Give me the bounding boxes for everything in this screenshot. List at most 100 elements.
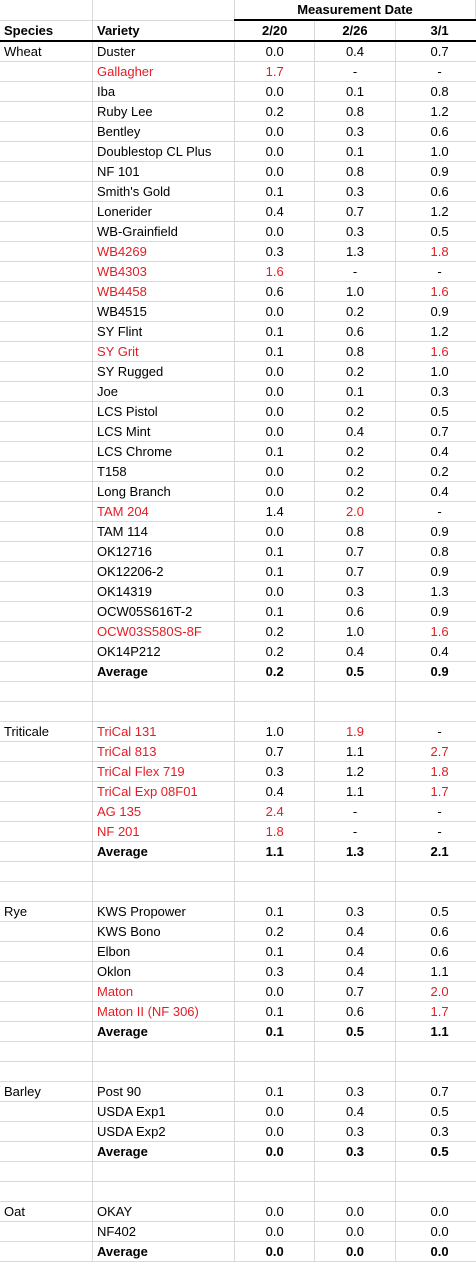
value-cell[interactable]: 0.0 — [234, 41, 316, 62]
empty-cell[interactable] — [92, 1041, 235, 1062]
empty-cell[interactable] — [92, 1061, 235, 1082]
value-cell[interactable]: 0.0 — [234, 481, 316, 502]
empty-cell[interactable] — [0, 461, 93, 482]
value-cell[interactable]: 2.7 — [395, 741, 476, 762]
value-cell[interactable]: 0.0 — [234, 461, 316, 482]
empty-cell[interactable] — [314, 1041, 396, 1062]
value-cell[interactable]: 0.0 — [234, 141, 316, 162]
empty-cell[interactable] — [0, 981, 93, 1002]
value-cell[interactable]: 1.0 — [314, 621, 396, 642]
empty-cell[interactable] — [0, 121, 93, 142]
value-cell[interactable]: 0.2 — [314, 441, 396, 462]
value-cell[interactable]: 0.6 — [395, 121, 476, 142]
value-cell[interactable]: 1.0 — [395, 361, 476, 382]
empty-cell[interactable] — [0, 921, 93, 942]
value-cell[interactable]: - — [314, 61, 396, 82]
variety-cell[interactable]: TriCal 131 — [92, 721, 235, 742]
variety-cell[interactable]: OK12716 — [92, 541, 235, 562]
value-cell[interactable]: 1.2 — [395, 101, 476, 122]
empty-cell[interactable] — [0, 861, 93, 882]
value-cell[interactable]: - — [395, 501, 476, 522]
empty-cell[interactable] — [0, 321, 93, 342]
empty-cell[interactable] — [0, 1241, 93, 1262]
value-cell[interactable]: 0.1 — [314, 141, 396, 162]
value-cell[interactable]: 1.8 — [234, 821, 316, 842]
value-cell[interactable]: 0.5 — [395, 401, 476, 422]
value-cell[interactable]: 0.0 — [234, 1221, 316, 1242]
empty-cell[interactable] — [0, 141, 93, 162]
value-cell[interactable]: 0.4 — [395, 641, 476, 662]
average-value[interactable]: 0.1 — [234, 1021, 316, 1042]
empty-cell[interactable] — [314, 681, 396, 702]
value-cell[interactable]: 0.7 — [314, 561, 396, 582]
value-cell[interactable]: 0.9 — [395, 521, 476, 542]
empty-cell[interactable] — [0, 641, 93, 662]
value-cell[interactable]: 1.3 — [314, 241, 396, 262]
value-cell[interactable]: 0.3 — [234, 761, 316, 782]
value-cell[interactable]: 0.1 — [234, 561, 316, 582]
value-cell[interactable]: 0.7 — [234, 741, 316, 762]
variety-cell[interactable]: Ruby Lee — [92, 101, 235, 122]
value-cell[interactable]: 0.0 — [234, 981, 316, 1002]
value-cell[interactable]: 0.7 — [314, 201, 396, 222]
value-cell[interactable]: 1.0 — [314, 281, 396, 302]
average-value[interactable]: 0.5 — [314, 1021, 396, 1042]
variety-cell[interactable]: WB4269 — [92, 241, 235, 262]
header-blank-cell[interactable] — [0, 0, 93, 21]
value-cell[interactable]: 0.7 — [314, 541, 396, 562]
average-value[interactable]: 1.3 — [314, 841, 396, 862]
value-cell[interactable]: 1.1 — [314, 741, 396, 762]
value-cell[interactable]: 0.5 — [395, 221, 476, 242]
empty-cell[interactable] — [0, 421, 93, 442]
empty-cell[interactable] — [0, 601, 93, 622]
variety-cell[interactable]: TriCal Exp 08F01 — [92, 781, 235, 802]
date-column-header[interactable]: 2/20 — [234, 20, 316, 42]
average-value[interactable]: 0.9 — [395, 661, 476, 682]
empty-cell[interactable] — [0, 701, 93, 722]
variety-cell[interactable]: Joe — [92, 381, 235, 402]
variety-cell[interactable]: Smith's Gold — [92, 181, 235, 202]
average-value[interactable]: 0.0 — [395, 1241, 476, 1262]
species-cell[interactable]: Oat — [0, 1201, 93, 1222]
empty-cell[interactable] — [314, 1181, 396, 1202]
species-cell[interactable]: Triticale — [0, 721, 93, 742]
empty-cell[interactable] — [0, 1221, 93, 1242]
empty-cell[interactable] — [234, 1181, 316, 1202]
value-cell[interactable]: - — [395, 61, 476, 82]
variety-cell[interactable]: Maton II (NF 306) — [92, 1001, 235, 1022]
value-cell[interactable]: 0.6 — [314, 601, 396, 622]
empty-cell[interactable] — [395, 861, 476, 882]
value-cell[interactable]: 1.2 — [395, 321, 476, 342]
empty-cell[interactable] — [314, 1061, 396, 1082]
average-label[interactable]: Average — [92, 1141, 235, 1162]
empty-cell[interactable] — [0, 501, 93, 522]
empty-cell[interactable] — [0, 181, 93, 202]
empty-cell[interactable] — [0, 261, 93, 282]
value-cell[interactable]: 0.2 — [234, 101, 316, 122]
empty-cell[interactable] — [0, 941, 93, 962]
empty-cell[interactable] — [0, 281, 93, 302]
average-value[interactable]: 0.3 — [314, 1141, 396, 1162]
empty-cell[interactable] — [395, 681, 476, 702]
value-cell[interactable]: 1.8 — [395, 761, 476, 782]
empty-cell[interactable] — [0, 541, 93, 562]
average-value[interactable]: 2.1 — [395, 841, 476, 862]
value-cell[interactable]: 0.1 — [234, 1081, 316, 1102]
average-label[interactable]: Average — [92, 661, 235, 682]
value-cell[interactable]: 0.3 — [314, 181, 396, 202]
empty-cell[interactable] — [234, 881, 316, 902]
empty-cell[interactable] — [0, 761, 93, 782]
empty-cell[interactable] — [0, 681, 93, 702]
species-column-header[interactable]: Species — [0, 20, 93, 42]
empty-cell[interactable] — [0, 1121, 93, 1142]
variety-cell[interactable]: KWS Propower — [92, 901, 235, 922]
header-blank-cell[interactable] — [92, 0, 235, 21]
variety-cell[interactable]: WB-Grainfield — [92, 221, 235, 242]
species-cell[interactable]: Rye — [0, 901, 93, 922]
variety-cell[interactable]: WB4303 — [92, 261, 235, 282]
value-cell[interactable]: 0.2 — [314, 481, 396, 502]
empty-cell[interactable] — [0, 481, 93, 502]
empty-cell[interactable] — [92, 1181, 235, 1202]
empty-cell[interactable] — [0, 1101, 93, 1122]
average-value[interactable]: 0.5 — [314, 661, 396, 682]
